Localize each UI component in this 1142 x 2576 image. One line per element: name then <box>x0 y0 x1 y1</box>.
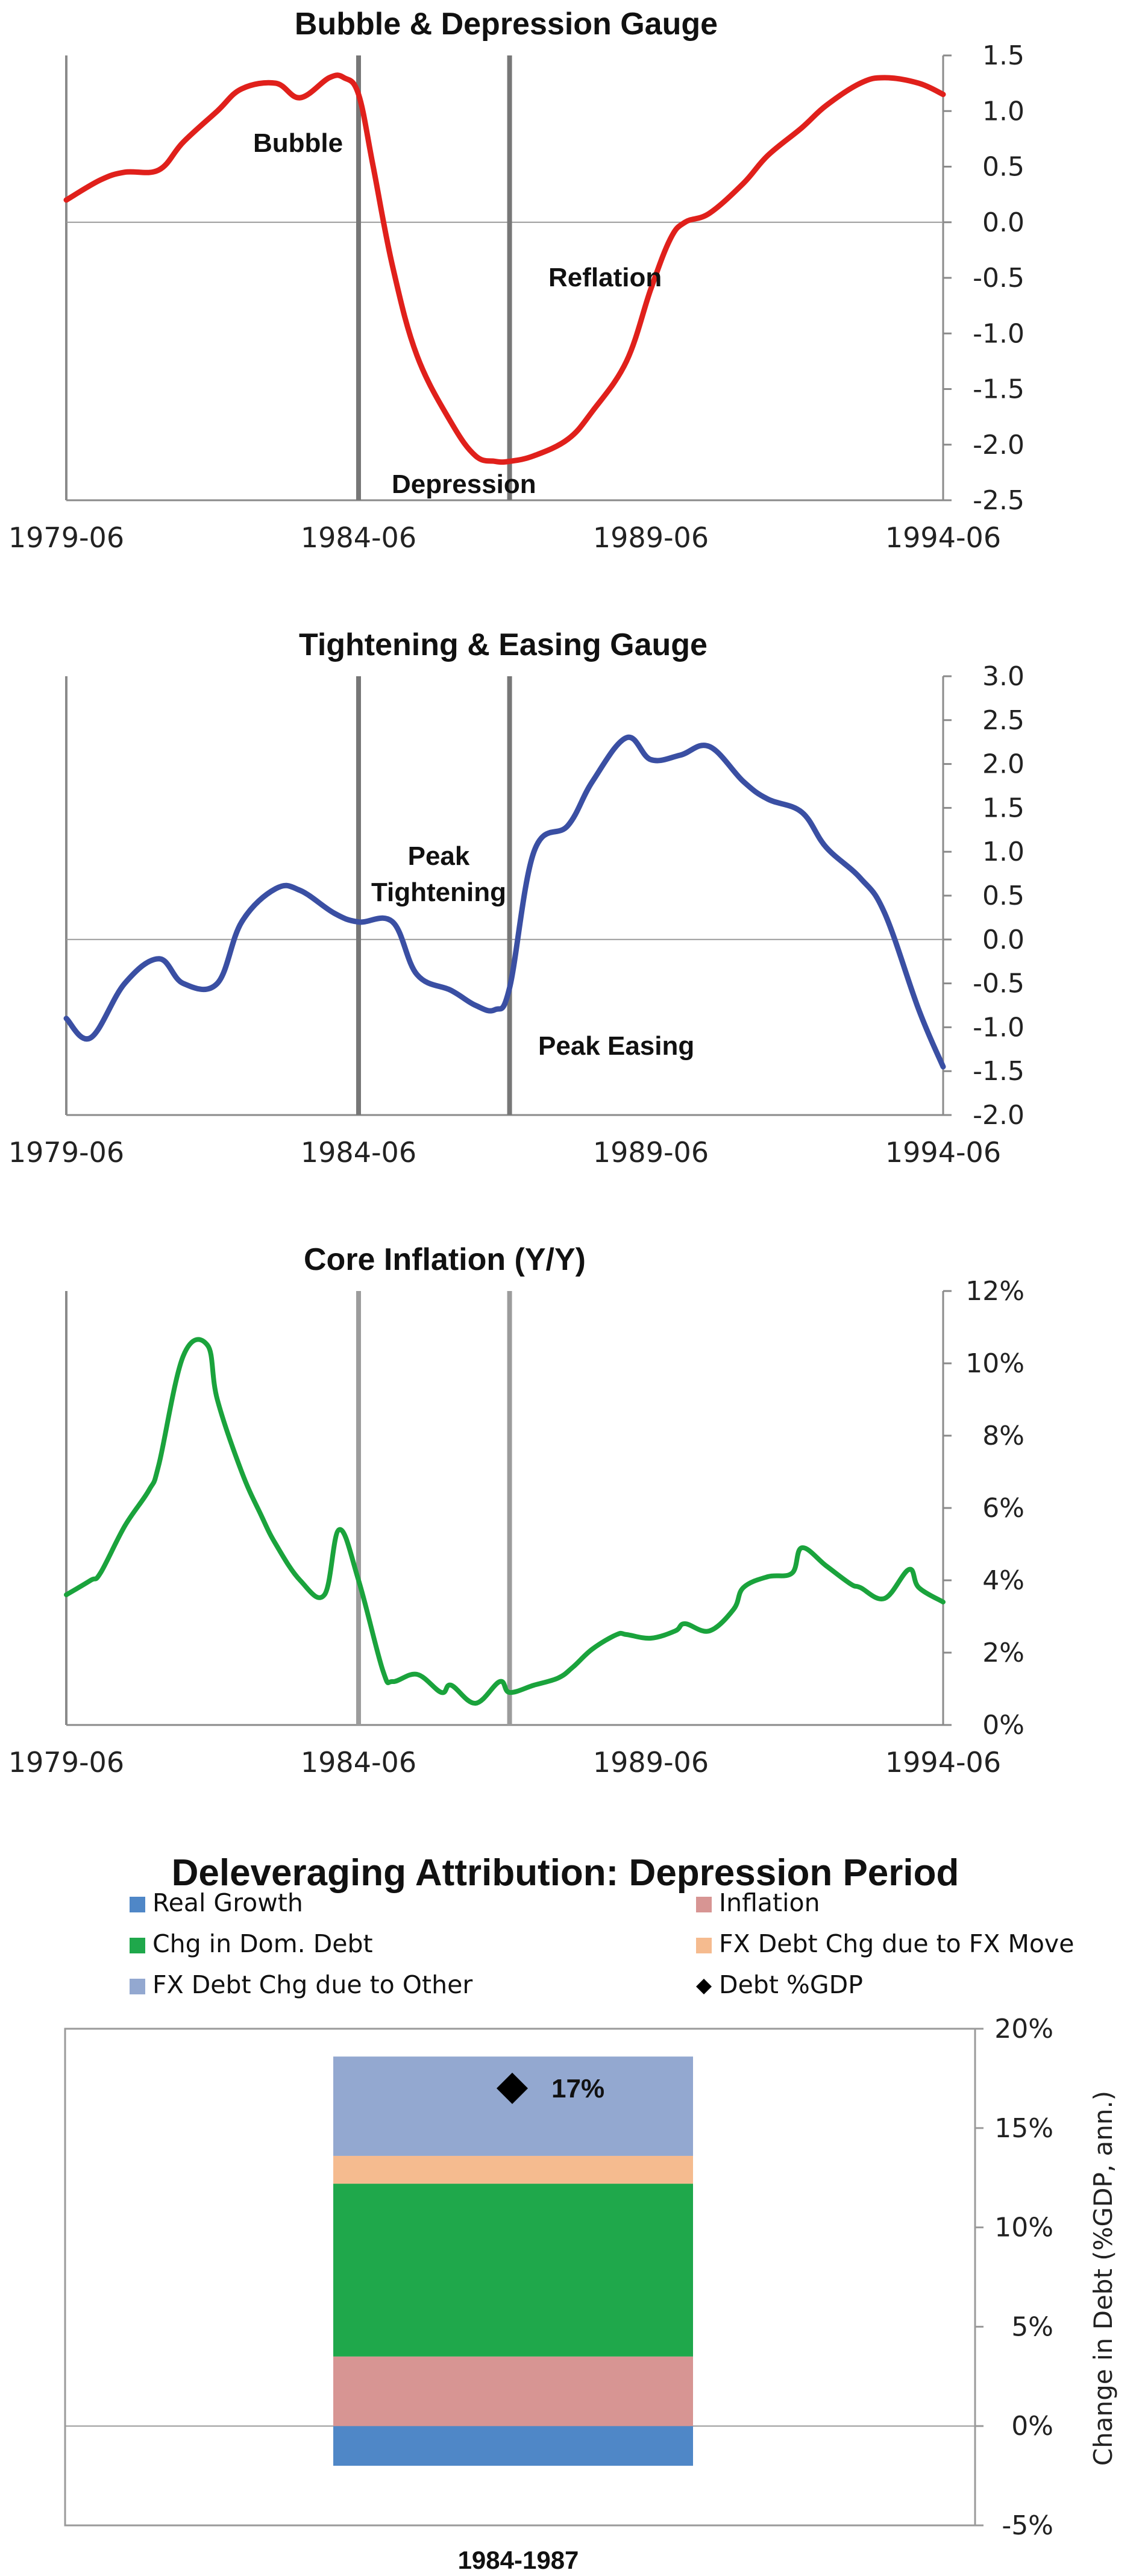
chart4-bar-segment-inflation <box>333 2356 693 2427</box>
chart2-y-tick-label: 0.0 <box>982 925 1024 955</box>
chart2-y-tick-label: 3.0 <box>982 661 1024 692</box>
chart1-y-tick-label: -2.5 <box>973 485 1024 516</box>
chart1-annotation-depression: Depression <box>392 470 536 499</box>
chart3-y-tick-label: 8% <box>982 1421 1024 1451</box>
chart1-annotation-reflation: Reflation <box>548 263 662 292</box>
chart4-debt-gdp-label: 17% <box>551 2074 604 2103</box>
chart1-y-tick-label: 0.0 <box>982 207 1024 238</box>
legend-swatch-debt-gdp <box>696 1979 712 1994</box>
bubble-depression-chart: Bubble & Depression Gauge 1.5 1.0 0.5 0.0 -0… <box>8 7 1024 554</box>
chart2-y-tick-label: 2.0 <box>982 749 1024 780</box>
chart4-y-tick-label: 15% <box>994 2113 1053 2144</box>
chart1-y-tick-label: -1.0 <box>973 318 1024 349</box>
chart3-y-tick-label: 0% <box>982 1710 1024 1741</box>
chart3-y-tick-label: 4% <box>982 1565 1024 1596</box>
tightening-easing-chart: Tightening & Easing Gauge 3.0 2.5 2.0 1.5 1.… <box>8 627 1024 1169</box>
core-inflation-chart: Core Inflation (Y/Y) 12% 10% 8% 6% 4% 2% 0% 19… <box>8 1242 1024 1779</box>
chart4-plot-area <box>64 2028 976 2527</box>
chart4-y-tick-label: 10% <box>994 2213 1053 2243</box>
chart2-x-tick-label: 1989-06 <box>593 1136 709 1169</box>
chart1-y-tick-label: -0.5 <box>973 263 1024 294</box>
legend-swatch-real-growth <box>130 1897 145 1912</box>
legend-label-fx-debt-chg-due-to-fx-move: FX Debt Chg due to FX Move <box>719 1929 1074 1958</box>
chart1-x-tick-label: 1979-06 <box>8 521 124 554</box>
chart1-x-tick-label: 1994-06 <box>885 521 1001 554</box>
chart1-annotation-bubble: Bubble <box>253 128 343 158</box>
legend-swatch-fx-debt-chg-due-to-fx-move <box>696 1938 712 1953</box>
chart4-y-tick-label: 0% <box>1011 2411 1053 2442</box>
chart3-x-tick-label: 1994-06 <box>885 1746 1001 1779</box>
legend-label-inflation: Inflation <box>719 1888 820 1917</box>
chart4-category-label: 1984-1987 <box>458 2546 579 2574</box>
chart1-title: Bubble & Depression Gauge <box>295 7 718 42</box>
chart2-x-tick-label: 1994-06 <box>885 1136 1001 1169</box>
chart3-y-tick-label: 12% <box>965 1276 1024 1307</box>
chart2-annotation-peak-easing: Peak Easing <box>538 1031 694 1061</box>
legend-swatch-inflation <box>696 1897 712 1912</box>
chart3-y-tick-label: 6% <box>982 1493 1024 1524</box>
chart4-legend: Real Growth Inflation Chg in Dom. Debt FX D… <box>130 1888 1074 1999</box>
chart1-y-tick-label: 1.5 <box>982 40 1024 71</box>
chart2-y-tick-label: -2.0 <box>973 1100 1024 1131</box>
chart2-y-tick-label: 0.5 <box>982 881 1024 911</box>
chart3-series-line <box>64 1337 946 1706</box>
chart4-y-tick-label: 20% <box>994 2014 1053 2044</box>
chart3-y-tick-label: 10% <box>965 1348 1024 1379</box>
chart4-bar-segment-chg-in-dom-debt <box>333 2184 693 2357</box>
chart2-y-tick-label: -1.0 <box>973 1012 1024 1043</box>
chart2-x-tick-label: 1984-06 <box>301 1136 416 1169</box>
chart1-y-tick-label: -1.5 <box>973 374 1024 405</box>
chart2-title: Tightening & Easing Gauge <box>299 627 707 662</box>
chart2-x-tick-label: 1979-06 <box>8 1136 124 1169</box>
legend-label-debt-gdp: Debt %GDP <box>719 1970 863 1999</box>
chart2-y-tick-label: 1.0 <box>982 837 1024 867</box>
chart4-y-axis-label: Change in Debt (%GDP, ann.) <box>1088 2091 1118 2466</box>
chart3-title: Core Inflation (Y/Y) <box>304 1242 586 1277</box>
chart2-y-tick-label: -0.5 <box>973 969 1024 999</box>
chart3-x-tick-label: 1979-06 <box>8 1746 124 1779</box>
chart1-y-tick-label: 1.0 <box>982 96 1024 127</box>
chart1-series-line <box>63 72 946 465</box>
chart1-x-tick-label: 1989-06 <box>593 521 709 554</box>
chart2-y-tick-label: -1.5 <box>973 1056 1024 1087</box>
chart4-title: Deleveraging Attribution: Depression Per… <box>172 1852 959 1894</box>
deleveraging-attribution-chart: Deleveraging Attribution: Depression Per… <box>64 1852 1118 2574</box>
chart1-y-tick-label: 0.5 <box>982 152 1024 183</box>
chart4-y-tick-label: 5% <box>1011 2311 1053 2342</box>
chart4-bar-segment-real-growth <box>333 2426 693 2466</box>
legend-swatch-fx-debt-chg-due-to-other <box>130 1979 145 1994</box>
chart1-y-tick-label: -2.0 <box>973 430 1024 460</box>
chart3-x-tick-label: 1989-06 <box>593 1746 709 1779</box>
chart3-x-tick-label: 1984-06 <box>301 1746 416 1779</box>
chart4-bar-segment-fx-debt-chg-due-to-other <box>333 2056 693 2156</box>
legend-swatch-chg-in-dom-debt <box>130 1938 145 1953</box>
chart2-y-tick-label: 2.5 <box>982 705 1024 736</box>
chart2-y-tick-label: 1.5 <box>982 793 1024 823</box>
chart1-x-tick-label: 1984-06 <box>301 521 416 554</box>
legend-label-fx-debt-chg-due-to-other: FX Debt Chg due to Other <box>152 1970 472 1999</box>
chart4-bar-segment-fx-debt-chg-due-to-fx-move <box>333 2155 693 2184</box>
chart4-debt-gdp-marker <box>497 2072 528 2104</box>
chart2-series-line <box>63 734 946 1070</box>
chart2-annotation-peak: Peak <box>408 841 470 871</box>
legend-label-chg-in-dom-debt: Chg in Dom. Debt <box>152 1929 373 1958</box>
chart3-y-tick-label: 2% <box>982 1638 1024 1668</box>
chart2-annotation-tightening: Tightening <box>371 878 506 907</box>
chart4-y-tick-label: -5% <box>1002 2510 1053 2541</box>
legend-label-real-growth: Real Growth <box>152 1888 303 1917</box>
